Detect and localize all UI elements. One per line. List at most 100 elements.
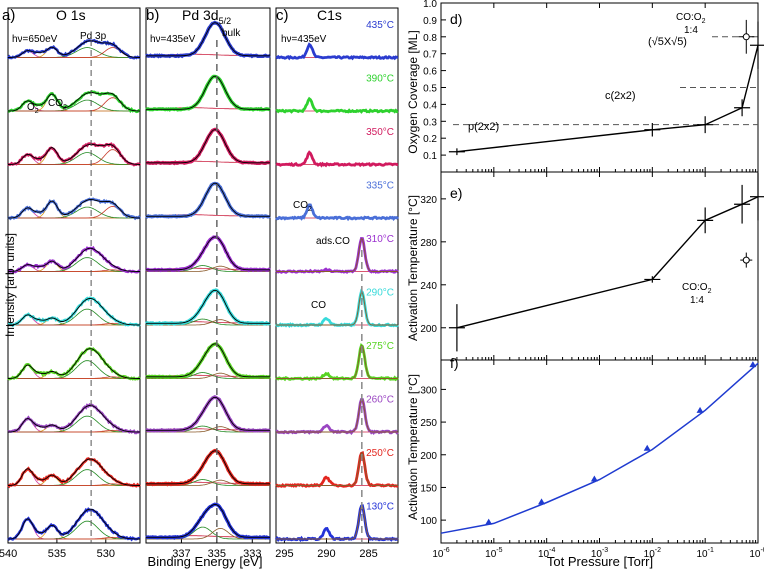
panel-a-title: O 1s [56,7,86,23]
panel-e-coo2-label: CO:O2 [682,282,712,295]
x-tick-label-a: 540 [0,548,17,560]
x-tick-label-a: 535 [48,548,66,560]
o2-main: O [27,102,35,113]
panel-a-co2-label: CO2 [48,98,67,111]
x-tick-label-f: 10-5 [485,547,502,560]
x-tick-label-f: 10-1 [696,547,713,560]
panel-f-xlabel: Tot Pressure [Torr] [547,554,653,569]
panel-f-label: f) [450,355,459,371]
component-low-be [8,269,140,272]
spectrum-c-data [275,42,399,61]
panel-d-ylabel: Oxygen Coverage [ML] [406,30,420,153]
spectrum-a-fit [8,40,140,58]
spectrum-b-data [145,127,270,166]
x-tick-label-b: 337 [172,548,190,560]
component-low-be [8,483,140,486]
spectrum-b-fit [146,289,270,324]
panel-frame-e [440,171,759,361]
panel-frame-f [440,359,759,544]
spectrum-a-data [7,507,141,542]
data-marker-f [538,498,546,505]
panel-b-label: b) [146,7,159,24]
component-low-be [8,429,140,433]
data-marker-f [485,518,493,525]
d-coo2-sub: 2 [702,18,706,25]
spectrum-b-fit [146,450,270,485]
spectrum-a-fit [8,247,140,272]
spectrum-b-fit [146,75,270,110]
spectrum-b-data [145,342,271,380]
spectrum-b-fit [146,396,270,431]
ref-label-p2x2: p(2x2) [468,121,499,133]
component-low-be [8,149,141,165]
temperature-label: 250°C [366,448,394,459]
y-tick-label-d: 0.1 [423,151,437,162]
panel-d-coo2-label: CO:O2 [676,12,706,25]
panel-c-adsco-label: ads.CO [316,236,350,247]
y-tick-label-d: 0.9 [423,16,437,27]
spectrum-a-fit [8,348,140,379]
co2-sub: 2 [63,104,67,111]
spectrum-c-fit [276,398,398,433]
spectrum-b-data [145,74,271,112]
temperature-label: 350°C [366,127,394,138]
spectrum-a-fit [8,458,140,486]
spectrum-c-data [275,150,399,168]
x-tick-label-c: 290 [317,548,335,560]
panel-f-ylabel: Activation Temperature [°C] [406,374,420,520]
spectrum-c-data [275,203,400,222]
c-co2-main: CO [293,200,308,211]
x-tick-label-f: 10-6 [432,547,449,560]
panel-a-pd3p-label: Pd 3p [80,31,107,42]
x-tick-label-c: 285 [359,548,377,560]
y-tick-label-d: 0.5 [423,84,437,95]
panel-b-hv: hν=435eV [150,34,196,45]
x-tick-label-f: 10-0 [749,547,764,560]
data-marker-f [749,361,757,368]
panel-frame-b [145,7,271,544]
y-tick-label-d: 0.7 [423,50,437,61]
spectrum-a-data [7,347,141,381]
panel-c-label: c) [276,7,289,24]
spectrum-b-fit [146,504,270,538]
temperature-label: 435°C [366,20,394,31]
panel-d-ratio-label: 1:4 [684,25,698,36]
ref-label-sqrt5: (√5X√5) [648,36,687,48]
panel-e-label: e) [450,185,462,201]
y-tick-label-e: 320 [420,195,437,206]
e-coo2-sub: 2 [708,288,712,295]
x-tick-base: 10 [644,549,656,560]
x-tick-exponent: -2 [655,547,661,554]
component-low-be [8,322,140,326]
component-low-be [8,536,140,540]
x-tick-exponent: -6 [443,547,449,554]
x-tick-base: 10 [591,549,603,560]
e-coo2-main: CO:O [682,282,708,293]
series-line-f [440,362,759,534]
y-tick-label-e: 240 [420,281,437,292]
extra-point-e [742,256,750,264]
x-tick-label-b: 335 [208,548,226,560]
y-tick-label-f: 100 [420,516,437,527]
panel-e-ylabel: Activation Temperature [°C] [406,195,420,341]
y-tick-label-f: 300 [420,385,437,396]
data-marker-f [696,406,704,413]
x-tick-exponent: -3 [602,547,608,554]
x-tick-label-c: 295 [275,548,293,560]
panel-d-label: d) [450,11,462,27]
x-tick-label-f: 10-3 [591,547,608,560]
panel-a-label: a) [2,7,15,24]
panel-c-title: C1s [317,7,342,23]
spectrum-c-fit [276,505,398,540]
spectrum-c-fit [276,238,398,272]
x-tick-exponent: -5 [496,547,502,554]
spectrum-c-fit [276,291,398,326]
c-co2-sub: 2 [308,206,312,213]
x-tick-base: 10 [538,549,550,560]
x-tick-label-a: 530 [97,548,115,560]
temperature-label: 260°C [366,395,394,406]
spectrum-b-fit [146,182,270,217]
pd3d-sub: 5/2 [219,16,232,26]
data-marker-f [590,475,598,482]
panel-c-co2-label: CO2 [293,200,312,213]
